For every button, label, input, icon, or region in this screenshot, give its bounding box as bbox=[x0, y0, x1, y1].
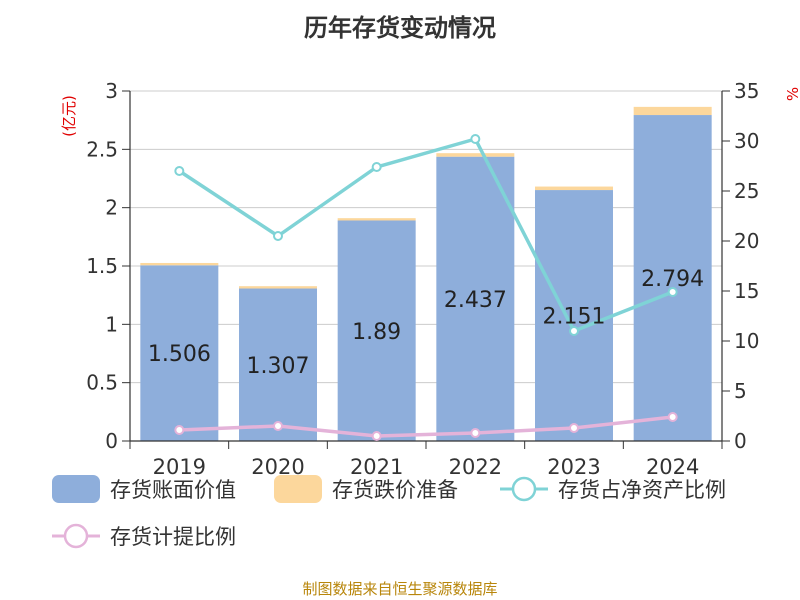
line-provision-ratio bbox=[179, 415, 673, 438]
point-provision-ratio bbox=[569, 423, 579, 433]
y-left-tick-label: 1.5 bbox=[86, 254, 118, 278]
x-tick-label: 2024 bbox=[646, 455, 699, 479]
y-left-tick-label: 1 bbox=[105, 312, 118, 336]
point-inventory-to-net-assets bbox=[569, 326, 579, 336]
point-provision-ratio bbox=[174, 425, 185, 435]
bar-inventory-book-value bbox=[535, 190, 613, 441]
y-right-tick-label: 35 bbox=[734, 79, 759, 103]
bar-value-label: 1.307 bbox=[247, 354, 310, 379]
legend-item: 存货计提比例 bbox=[52, 523, 236, 549]
x-tick-label: 2021 bbox=[350, 455, 403, 479]
y-right-tick-label: 0 bbox=[734, 429, 747, 453]
y-left-tick-label: 2.5 bbox=[86, 137, 118, 161]
legend-label: 存货占净资产比例 bbox=[558, 478, 726, 502]
bar-inventory-book-value bbox=[239, 288, 317, 441]
bar-value-label: 2.151 bbox=[543, 305, 606, 330]
bar-value-label: 2.437 bbox=[444, 288, 507, 313]
source-note: 制图数据来自恒生聚源数据库 bbox=[302, 580, 498, 598]
point-inventory-to-net-assets bbox=[667, 287, 678, 297]
point-inventory-to-net-assets bbox=[174, 166, 185, 176]
data-labels: 1.506 1.307 1.89 2.437 2.151 2.794 bbox=[148, 267, 704, 379]
chart-title: 历年存货变动情况 bbox=[304, 14, 496, 42]
bars bbox=[140, 106, 712, 442]
x-tick-label: 2022 bbox=[449, 455, 502, 479]
y-right-tick-label: 30 bbox=[734, 129, 759, 153]
y-left-axis-label: (亿元) bbox=[60, 95, 78, 137]
legend-swatch bbox=[52, 475, 100, 503]
legend-label: 存货跌价准备 bbox=[332, 478, 458, 502]
grid-lines bbox=[130, 90, 722, 442]
legend-swatch-marker bbox=[511, 476, 537, 502]
y-right-axis-label: % bbox=[784, 87, 800, 101]
bar-impairment-provision bbox=[436, 153, 515, 157]
legend-label: 存货账面价值 bbox=[110, 478, 236, 502]
bar-impairment-provision bbox=[239, 286, 317, 289]
y-right-tick-label: 15 bbox=[734, 279, 759, 303]
y-left-tick-label: 0 bbox=[105, 429, 118, 453]
bar-inventory-book-value bbox=[337, 220, 416, 441]
bar-impairment-provision bbox=[535, 186, 613, 191]
legend-swatch-marker bbox=[63, 523, 89, 549]
bar-impairment-provision bbox=[633, 106, 712, 116]
axes: 00.511.522.5305101520253035(亿元)%20192020… bbox=[60, 79, 800, 479]
point-provision-ratio bbox=[371, 431, 382, 441]
bar-value-label: 2.794 bbox=[641, 267, 704, 292]
point-provision-ratio bbox=[470, 428, 481, 438]
y-right-tick-label: 25 bbox=[734, 179, 759, 203]
y-right-tick-label: 5 bbox=[734, 379, 747, 403]
legend-item: 存货跌价准备 bbox=[274, 475, 458, 503]
legend-item: 存货占净资产比例 bbox=[500, 476, 726, 502]
bar-value-label: 1.506 bbox=[148, 342, 211, 367]
point-inventory-to-net-assets bbox=[273, 231, 283, 241]
y-left-tick-label: 2 bbox=[105, 196, 118, 220]
bar-impairment-provision bbox=[140, 262, 219, 266]
lines bbox=[174, 134, 678, 441]
point-provision-ratio bbox=[667, 412, 678, 422]
bar-inventory-book-value bbox=[436, 156, 515, 441]
line-inventory-to-net-assets bbox=[178, 137, 674, 333]
bar-value-label: 1.89 bbox=[352, 320, 401, 345]
bar-inventory-book-value bbox=[140, 265, 219, 441]
y-left-tick-label: 3 bbox=[105, 79, 118, 103]
x-tick-label: 2023 bbox=[547, 455, 600, 479]
x-tick-label: 2019 bbox=[153, 455, 206, 479]
legend-swatch bbox=[274, 475, 322, 503]
point-provision-ratio bbox=[273, 421, 283, 431]
bar-inventory-book-value bbox=[633, 115, 712, 442]
legend-label: 存货计提比例 bbox=[110, 525, 236, 549]
point-inventory-to-net-assets bbox=[371, 162, 382, 172]
legend-item: 存货账面价值 bbox=[52, 475, 236, 503]
bar-impairment-provision bbox=[337, 218, 416, 221]
y-right-tick-label: 10 bbox=[734, 329, 759, 353]
y-left-tick-label: 0.5 bbox=[86, 371, 118, 395]
y-right-tick-label: 20 bbox=[734, 229, 759, 253]
point-inventory-to-net-assets bbox=[470, 134, 481, 144]
